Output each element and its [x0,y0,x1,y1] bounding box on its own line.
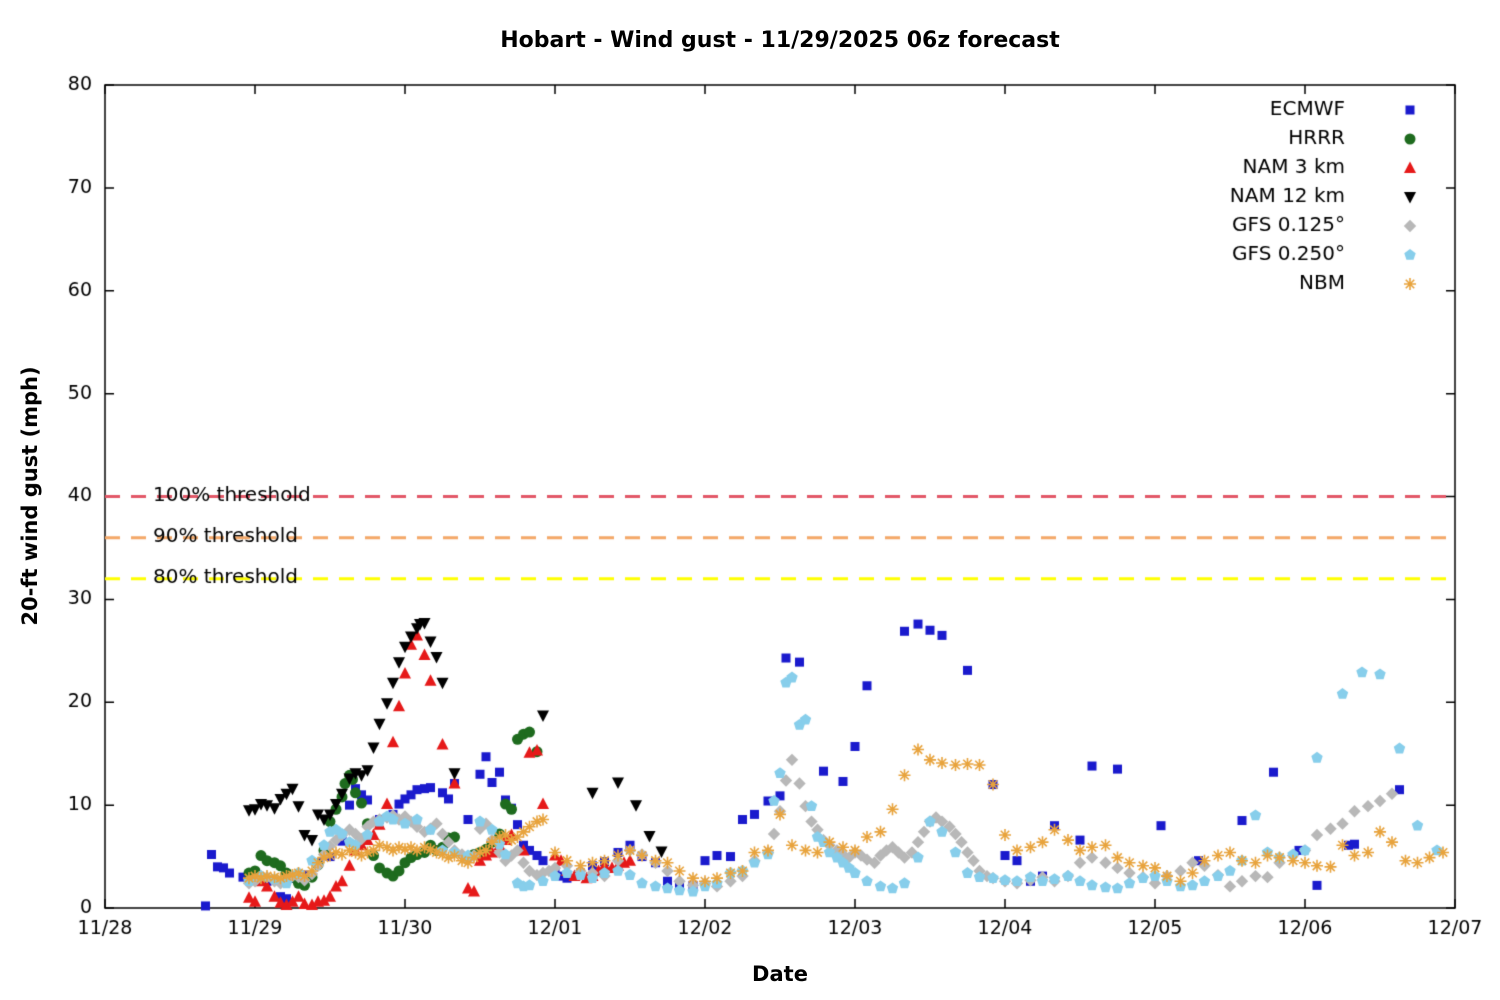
chart-title: Hobart - Wind gust - 11/29/2025 06z fore… [500,28,1060,53]
x-axis-label: Date [752,962,808,986]
y-axis-label: 20-ft wind gust (mph) [18,366,42,626]
